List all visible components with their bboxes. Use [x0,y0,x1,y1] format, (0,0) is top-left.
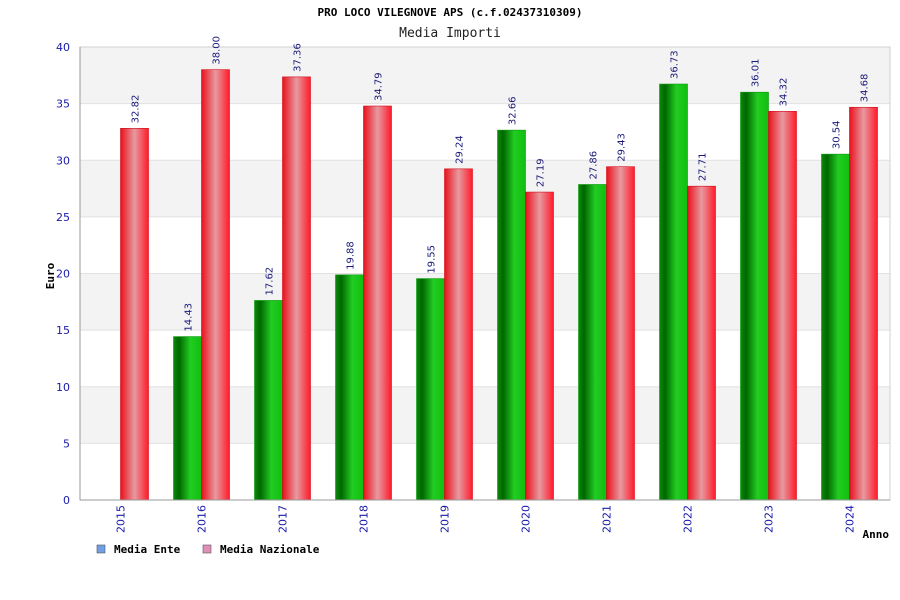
legend-label-media-nazionale: Media Nazionale [220,543,320,556]
data-label: 36.01 [751,59,762,88]
bar-media-nazionale-2023 [768,111,797,501]
data-label: 27.86 [589,151,600,180]
x-tick-label: 2019 [439,505,452,533]
bar-media-nazionale-2017 [282,76,311,501]
x-tick-label: 2018 [358,505,371,533]
data-label: 19.55 [427,245,438,274]
y-axis-ticks: 0 5 10 15 20 25 30 35 40 [56,41,70,507]
data-label: 30.54 [832,120,843,149]
bar-media-ente-2018 [335,274,364,501]
legend: Media Ente Media Nazionale [96,543,320,556]
bars [120,69,878,501]
bar-media-nazionale-2019 [444,168,473,501]
x-tick-label: 2023 [763,505,776,533]
data-label: 36.73 [670,50,681,79]
legend-swatch-media-nazionale [202,544,212,554]
bar-media-ente-2016 [173,336,202,501]
y-tick-label: 40 [56,41,70,54]
bar-media-nazionale-2021 [606,166,635,501]
chart-subtitle: Media Importi [399,26,501,41]
bar-media-nazionale-2018 [363,105,392,501]
x-tick-label: 2020 [520,505,533,533]
x-axis-title: Anno [863,528,890,541]
y-axis-title: Euro [44,262,57,289]
bar-media-nazionale-2015 [120,128,149,501]
x-axis-ticks: 2015 2016 2017 2018 2019 2020 2021 2022 2023 2024 [115,505,857,533]
legend-swatch-media-ente [96,544,106,554]
data-label: 27.71 [698,153,709,182]
bar-media-nazionale-2020 [525,191,554,501]
data-label: 19.88 [346,241,357,270]
data-label: 37.36 [293,43,304,72]
bar-media-nazionale-2022 [687,185,716,501]
data-label: 14.43 [184,303,195,332]
x-tick-label: 2022 [682,505,695,533]
y-tick-label: 15 [56,324,70,337]
y-tick-label: 5 [63,437,70,450]
bar-media-nazionale-2016 [201,69,230,501]
y-tick-label: 0 [63,494,70,507]
data-labels: 32.82 14.43 38.00 17.62 37.36 19.88 34.79 19.55… [131,36,871,332]
x-tick-label: 2015 [115,505,128,533]
y-tick-label: 25 [56,211,70,224]
bar-media-ente-2020 [497,129,526,501]
bar-media-ente-2021 [578,184,607,501]
x-tick-label: 2021 [601,505,614,533]
data-label: 34.79 [374,72,385,101]
bar-media-ente-2017 [254,300,283,501]
bar-media-ente-2024 [821,153,850,501]
x-tick-label: 2017 [277,505,290,533]
y-tick-label: 30 [56,154,70,167]
data-label: 34.32 [779,78,790,107]
data-label: 29.43 [617,133,628,162]
data-label: 29.24 [455,135,466,164]
data-label: 32.82 [131,95,142,124]
data-label: 27.19 [536,158,547,187]
data-label: 34.68 [860,74,871,103]
chart-title: PRO LOCO VILEGNOVE APS (c.f.02437310309) [318,6,583,19]
y-tick-label: 35 [56,98,70,111]
y-tick-label: 20 [56,268,70,281]
x-tick-label: 2024 [844,505,857,533]
bar-media-ente-2022 [659,83,688,501]
bar-media-nazionale-2024 [849,106,878,501]
data-label: 38.00 [212,36,223,65]
data-label: 32.66 [508,96,519,125]
bar-media-ente-2023 [740,91,769,501]
data-label: 17.62 [265,267,276,296]
x-tick-label: 2016 [196,505,209,533]
bar-media-ente-2019 [416,278,445,501]
y-tick-label: 10 [56,381,70,394]
legend-label-media-ente: Media Ente [114,543,181,556]
